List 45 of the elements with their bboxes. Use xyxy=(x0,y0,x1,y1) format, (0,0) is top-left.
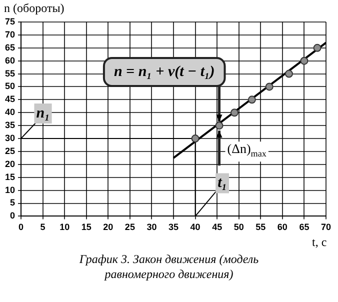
y-tick-label: 25 xyxy=(4,146,16,156)
ref-line-label: t₁ xyxy=(218,175,227,192)
ref-line-label: n₁ xyxy=(36,105,50,122)
point xyxy=(265,82,274,91)
point xyxy=(300,56,308,65)
x-tick-label: 40 xyxy=(190,222,200,232)
x-tick-label: 15 xyxy=(81,222,92,232)
point xyxy=(215,122,224,130)
y-tick-label: 50 xyxy=(4,81,16,92)
y-tick-label: 5 xyxy=(10,198,16,208)
y-axis-title: n (обороты) xyxy=(4,1,64,16)
point xyxy=(313,44,322,52)
y-tick-label: 60 xyxy=(4,55,16,66)
y-tick-label: 20 xyxy=(4,158,16,169)
x-tick-label: 35 xyxy=(168,222,179,232)
y-tick-label: 10 xyxy=(4,184,16,195)
y-tick-label: 30 xyxy=(4,133,16,144)
y-tick-label: 55 xyxy=(4,68,16,78)
y-tick-label: 70 xyxy=(4,29,16,40)
x-tick-label: 60 xyxy=(277,222,288,232)
point xyxy=(191,134,200,143)
y-tick-label: 35 xyxy=(4,120,16,130)
x-tick-label: 45 xyxy=(212,222,222,232)
y-tick-label: 0 xyxy=(10,210,16,221)
x-tick-label: 50 xyxy=(234,222,244,232)
point xyxy=(230,108,239,117)
x-tick-label: 25 xyxy=(124,222,135,232)
x-tick-label: 30 xyxy=(146,222,157,232)
y-tick-label: 75 xyxy=(4,16,16,26)
y-tick-label: 65 xyxy=(4,42,16,52)
x-axis-title: t, с xyxy=(312,235,327,250)
x-tick-label: 5 xyxy=(40,222,46,232)
y-tick-label: 40 xyxy=(4,107,16,118)
point xyxy=(284,70,293,78)
point xyxy=(248,96,256,104)
y-tick-label: 15 xyxy=(4,172,16,182)
text: График 3. Закон движения (модель равномерного движения) xyxy=(78,252,260,282)
y-tick-label: 45 xyxy=(4,94,16,104)
annotation: n = n₁ + v(t − t₁) xyxy=(114,64,215,80)
x-tick-label: 10 xyxy=(60,222,70,232)
x-tick-label: 65 xyxy=(299,222,310,232)
x-tick-label: 55 xyxy=(256,222,266,232)
x-tick-label: 20 xyxy=(103,222,114,232)
x-tick-label: 0 xyxy=(18,222,24,232)
x-tick-label: 70 xyxy=(320,222,332,232)
